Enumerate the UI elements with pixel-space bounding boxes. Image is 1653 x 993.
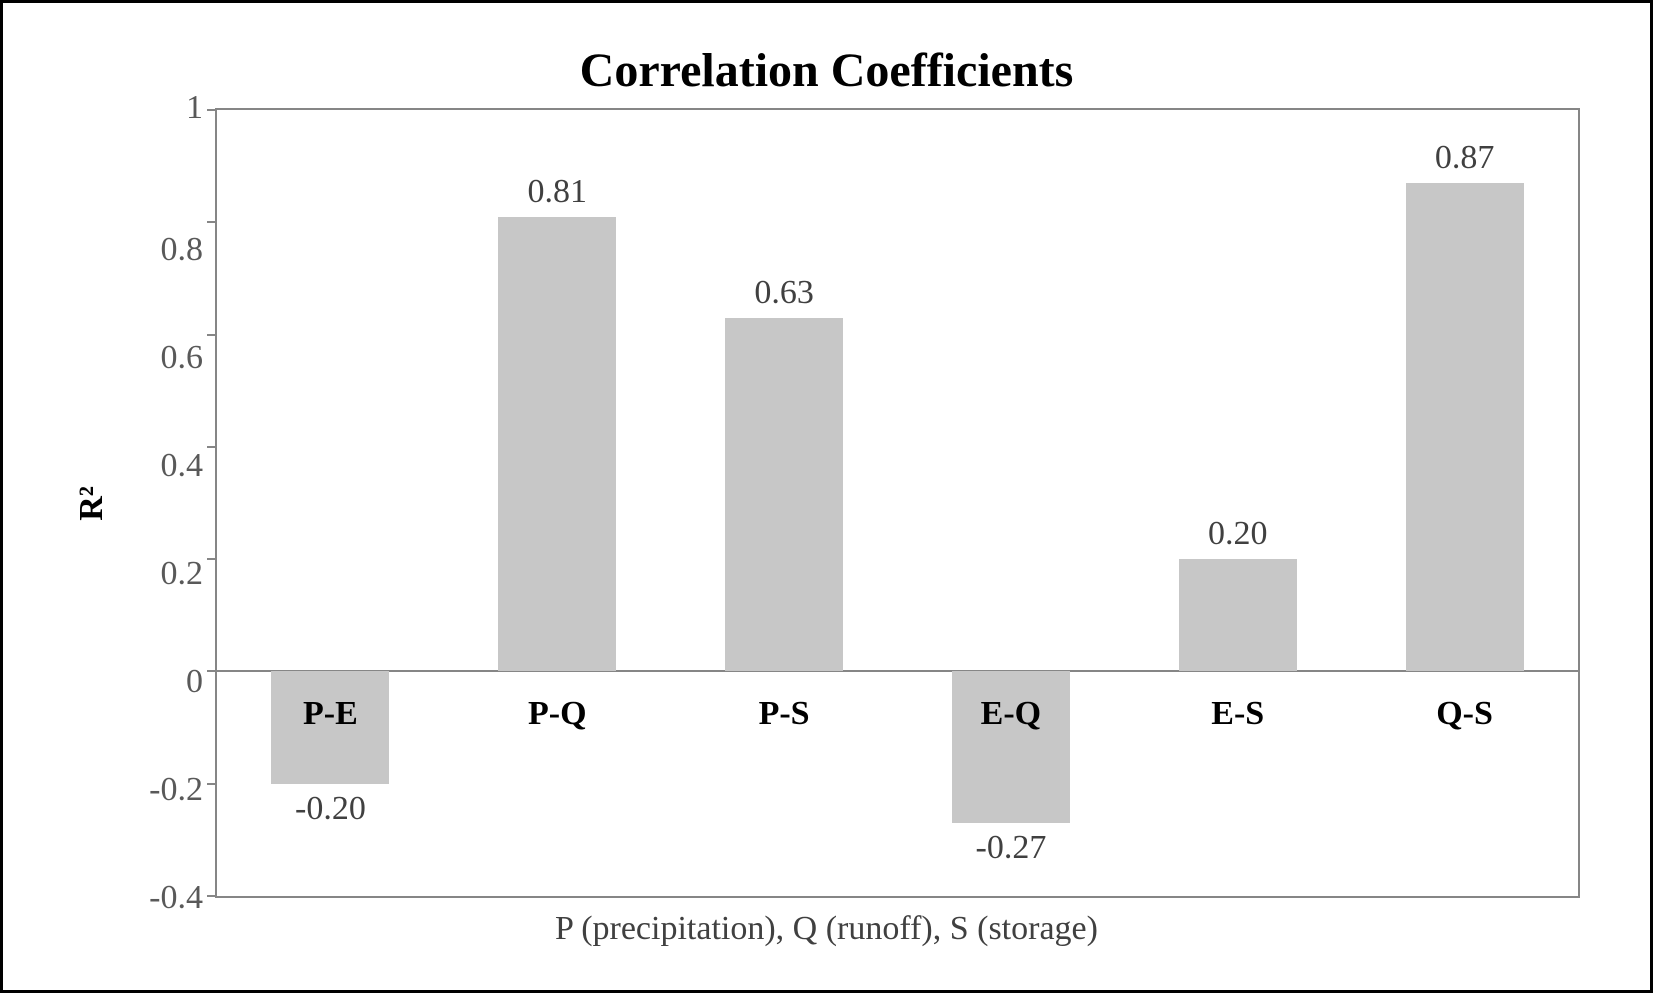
y-tick-mark bbox=[207, 446, 217, 448]
outer-frame: Correlation Coefficients R² 1 0.8 0.6 0.4 0.… bbox=[0, 0, 1653, 993]
y-tick: 0.2 bbox=[125, 557, 215, 591]
y-tick: -0.4 bbox=[125, 881, 215, 915]
category-label: P-E bbox=[303, 695, 358, 733]
y-tick-mark bbox=[207, 558, 217, 560]
chart-panel: Correlation Coefficients R² 1 0.8 0.6 0.4 0.… bbox=[13, 13, 1640, 980]
bar bbox=[498, 217, 616, 672]
y-tick: 0.6 bbox=[125, 341, 215, 375]
y-tick: 0.4 bbox=[125, 449, 215, 483]
data-label: 0.63 bbox=[754, 274, 814, 318]
data-label: 0.81 bbox=[528, 173, 588, 217]
y-tick-mark bbox=[207, 670, 217, 672]
data-label: 0.87 bbox=[1435, 139, 1495, 183]
bar bbox=[725, 318, 843, 672]
category-label: E-Q bbox=[981, 695, 1041, 733]
data-label: 0.20 bbox=[1208, 515, 1268, 559]
category-label: P-Q bbox=[528, 695, 587, 733]
y-tick: 0.8 bbox=[125, 233, 215, 267]
data-label: -0.27 bbox=[975, 823, 1046, 867]
plot-box: -0.20 P-E 0.81 P-Q 0.63 P-S -0.27 E-Q 0.20 E-S 0.8… bbox=[215, 108, 1580, 898]
y-tick-column: 10.80.60.40.20-0.2-0.4 bbox=[125, 108, 215, 898]
chart-area: R² 10.80.60.40.20-0.2-0.4 -0.20P-E0.81P-… bbox=[73, 108, 1580, 898]
y-tick-mark bbox=[207, 109, 217, 111]
category-label: P-S bbox=[759, 695, 810, 733]
y-tick-mark bbox=[207, 783, 217, 785]
bar bbox=[1179, 559, 1297, 671]
y-tick-mark bbox=[207, 334, 217, 336]
bar bbox=[1406, 183, 1524, 671]
zero-line bbox=[217, 670, 1578, 672]
category-label: E-S bbox=[1211, 695, 1264, 733]
data-label: -0.20 bbox=[295, 784, 366, 828]
y-tick-mark bbox=[207, 895, 217, 897]
y-axis-label: R² bbox=[73, 486, 111, 521]
y-tick: 0 bbox=[125, 665, 215, 699]
x-axis-label: P (precipitation), Q (runoff), S (storag… bbox=[73, 910, 1580, 948]
y-tick: -0.2 bbox=[125, 773, 215, 807]
category-label: Q-S bbox=[1436, 695, 1493, 733]
chart-title: Correlation Coefficients bbox=[73, 43, 1580, 98]
y-tick-mark bbox=[207, 221, 217, 223]
y-tick: 1 bbox=[125, 91, 215, 125]
